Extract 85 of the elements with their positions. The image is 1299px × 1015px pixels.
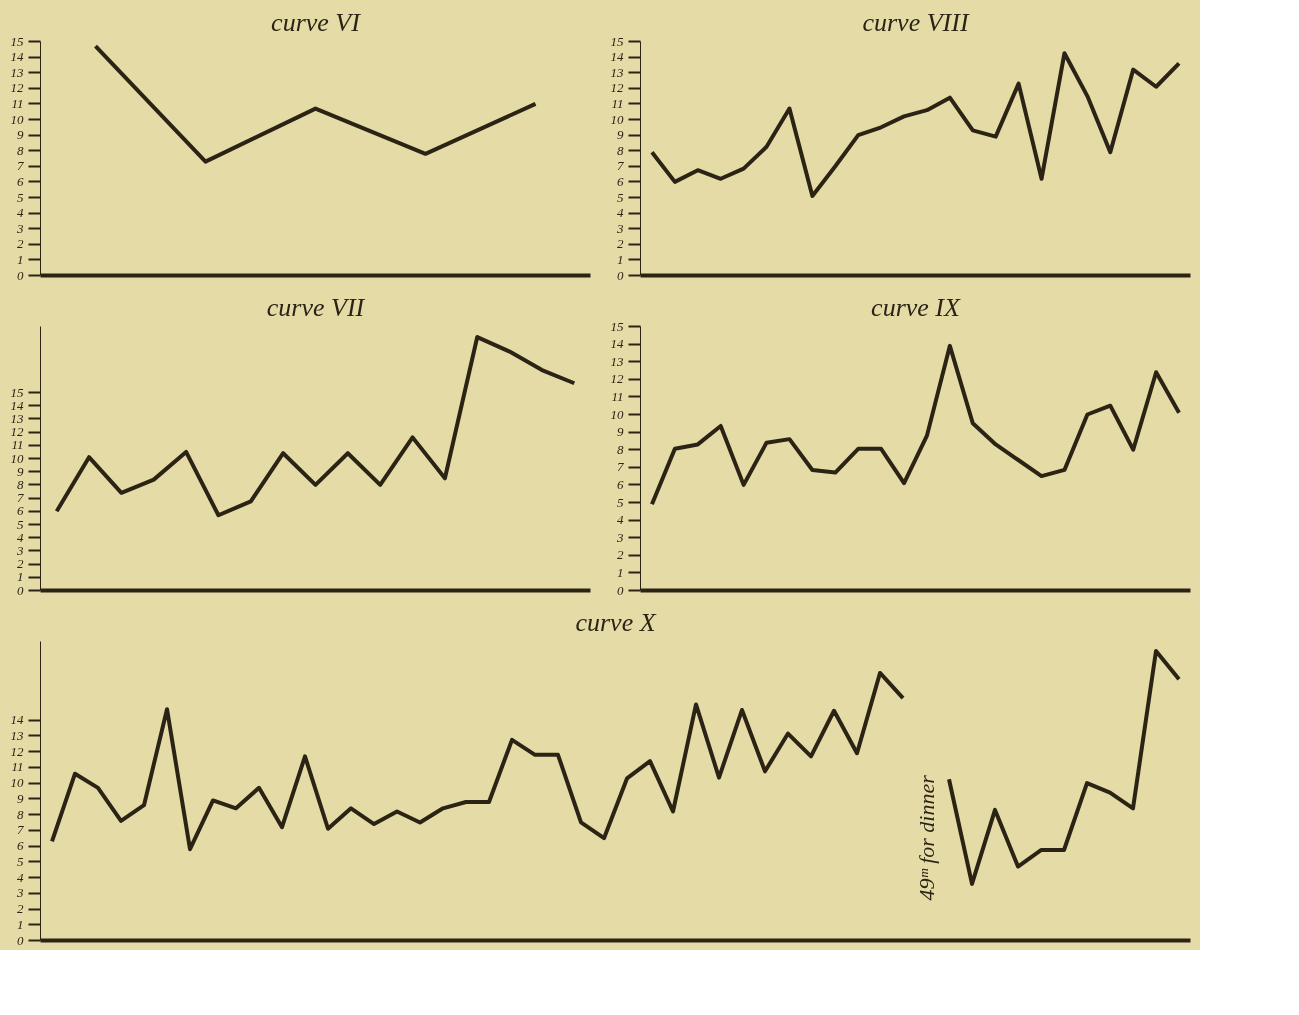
y-tick-label: 8 — [17, 806, 24, 822]
y-tick-label: 1 — [17, 251, 24, 267]
y-tick-label: 7 — [617, 158, 624, 174]
y-tick-label: 11 — [11, 95, 24, 111]
y-tick-label: 12 — [10, 743, 24, 759]
chart-title: curve X — [575, 607, 657, 637]
y-tick-label: 5 — [17, 853, 24, 869]
y-tick-label: 11 — [11, 437, 24, 453]
y-tick-label: 8 — [17, 142, 24, 158]
y-tick-label: 3 — [616, 220, 624, 236]
y-tick-label: 13 — [610, 353, 624, 369]
chart-title: curve IX — [871, 292, 962, 322]
y-tick-label: 14 — [10, 49, 24, 65]
y-tick-label: 11 — [611, 95, 624, 111]
y-tick-label: 8 — [17, 476, 24, 492]
y-tick-label: 15 — [10, 33, 24, 49]
y-tick-label: 10 — [10, 450, 24, 466]
y-tick-label: 15 — [610, 33, 624, 49]
y-tick-label: 6 — [17, 173, 24, 189]
y-tick-label: 14 — [610, 336, 624, 352]
y-tick-label: 12 — [10, 424, 24, 440]
y-tick-label: 10 — [10, 111, 24, 127]
y-tick-label: 11 — [611, 388, 624, 404]
y-tick-label: 15 — [10, 384, 24, 400]
y-tick-label: 2 — [17, 556, 24, 572]
y-tick-label: 7 — [17, 490, 24, 506]
y-tick-label: 9 — [617, 127, 624, 143]
y-tick-label: 13 — [10, 64, 24, 80]
y-tick-label: 12 — [610, 371, 624, 387]
y-tick-label: 5 — [17, 516, 24, 532]
y-tick-label: 3 — [16, 542, 24, 558]
annotation: 49ᵐ for dinner — [913, 774, 939, 901]
y-tick-label: 0 — [17, 267, 24, 283]
y-tick-label: 5 — [617, 189, 624, 205]
y-tick-label: 3 — [16, 220, 24, 236]
y-tick-label: 15 — [610, 318, 624, 334]
y-tick-label: 4 — [617, 512, 624, 528]
y-tick-label: 6 — [617, 173, 624, 189]
y-tick-label: 13 — [10, 410, 24, 426]
y-tick-label: 4 — [17, 205, 24, 221]
y-tick-label: 9 — [617, 424, 624, 440]
y-tick-label: 10 — [610, 111, 624, 127]
y-tick-label: 1 — [17, 916, 24, 932]
chart-title: curve VIII — [862, 7, 970, 37]
y-tick-label: 1 — [617, 564, 624, 580]
y-tick-label: 4 — [17, 869, 24, 885]
y-tick-label: 0 — [17, 582, 24, 598]
y-tick-label: 9 — [17, 790, 24, 806]
y-tick-label: 4 — [17, 529, 24, 545]
y-tick-label: 0 — [17, 932, 24, 948]
y-tick-label: 6 — [617, 476, 624, 492]
y-tick-label: 14 — [10, 397, 24, 413]
chart-title: curve VII — [266, 292, 366, 322]
y-tick-label: 8 — [617, 142, 624, 158]
y-tick-label: 4 — [617, 205, 624, 221]
y-tick-label: 2 — [17, 236, 24, 252]
y-tick-label: 14 — [10, 712, 24, 728]
y-tick-label: 9 — [17, 127, 24, 143]
chart-title: curve VI — [271, 7, 362, 37]
y-tick-label: 14 — [610, 49, 624, 65]
y-tick-label: 10 — [610, 406, 624, 422]
y-tick-label: 1 — [617, 251, 624, 267]
y-tick-label: 0 — [617, 267, 624, 283]
y-tick-label: 7 — [617, 459, 624, 475]
y-tick-label: 5 — [617, 494, 624, 510]
y-tick-label: 13 — [10, 727, 24, 743]
y-tick-label: 11 — [11, 759, 24, 775]
y-tick-label: 2 — [17, 901, 24, 917]
y-tick-label: 3 — [16, 885, 24, 901]
y-tick-label: 7 — [17, 822, 24, 838]
y-tick-label: 9 — [17, 463, 24, 479]
y-tick-label: 6 — [17, 838, 24, 854]
y-tick-label: 12 — [10, 80, 24, 96]
y-tick-label: 2 — [617, 236, 624, 252]
y-tick-label: 1 — [17, 569, 24, 585]
y-tick-label: 10 — [10, 775, 24, 791]
y-tick-label: 3 — [616, 529, 624, 545]
y-tick-label: 2 — [617, 547, 624, 563]
y-tick-label: 5 — [17, 189, 24, 205]
y-tick-label: 13 — [610, 64, 624, 80]
y-tick-label: 0 — [617, 582, 624, 598]
y-tick-label: 6 — [17, 503, 24, 519]
y-tick-label: 8 — [617, 441, 624, 457]
y-tick-label: 12 — [610, 80, 624, 96]
y-tick-label: 7 — [17, 158, 24, 174]
